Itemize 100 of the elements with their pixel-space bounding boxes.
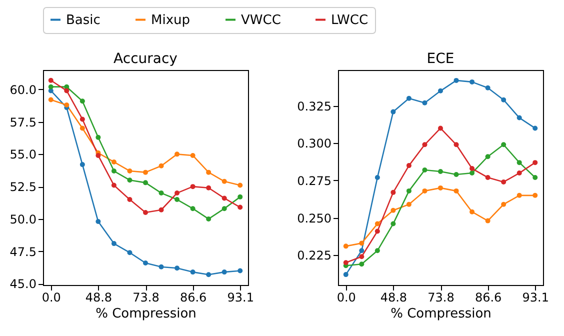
y-tick-label: 0.225 — [297, 248, 332, 263]
point — [501, 202, 506, 207]
legend-label: LWCC — [331, 12, 368, 28]
point — [143, 260, 148, 266]
x-tick-label: 86.6 — [474, 290, 502, 304]
x-tick-label: 48.8 — [380, 290, 408, 304]
point — [48, 78, 54, 83]
point — [222, 196, 227, 201]
point — [516, 170, 522, 176]
point — [143, 210, 148, 215]
point — [343, 272, 348, 278]
point — [158, 264, 164, 270]
point — [206, 272, 212, 278]
point — [422, 168, 428, 173]
point — [438, 169, 443, 174]
point — [343, 244, 348, 249]
point — [374, 228, 380, 234]
point — [190, 184, 196, 190]
point — [111, 241, 116, 246]
point — [48, 97, 54, 102]
point — [470, 79, 475, 84]
x-tick-label: 0.0 — [42, 290, 61, 304]
point — [206, 170, 212, 175]
point — [190, 270, 196, 275]
point — [454, 188, 459, 194]
point — [190, 206, 196, 212]
point — [64, 102, 70, 108]
point — [127, 168, 132, 174]
point — [222, 178, 227, 184]
point — [127, 250, 132, 256]
point — [158, 190, 164, 196]
point — [174, 266, 180, 271]
x-tick-label: 73.8 — [428, 290, 454, 304]
point — [238, 194, 243, 200]
legend-label: VWCC — [241, 12, 281, 28]
point — [222, 270, 227, 275]
point — [454, 172, 459, 178]
legend-label: Basic — [66, 12, 100, 28]
y-tick-label: 45.0 — [10, 277, 36, 292]
point — [374, 248, 380, 254]
point — [359, 240, 364, 246]
point — [206, 216, 212, 222]
y-tick-label: 0.300 — [297, 136, 332, 151]
point — [516, 192, 522, 198]
point — [48, 84, 54, 90]
point — [80, 98, 85, 104]
point — [143, 180, 148, 186]
x-tick-label: 86.6 — [180, 290, 207, 304]
point — [438, 185, 443, 190]
chart-title: Accuracy — [114, 51, 178, 67]
point — [501, 97, 506, 102]
point — [158, 207, 164, 212]
y-tick-label: 55.0 — [10, 148, 36, 162]
point — [190, 152, 196, 158]
point — [343, 260, 348, 266]
point — [485, 218, 490, 224]
point — [206, 185, 212, 190]
x-tick-label: 93.1 — [522, 290, 549, 304]
point — [422, 100, 428, 106]
point — [390, 109, 396, 114]
x-tick-label: 0.0 — [336, 290, 356, 304]
point — [359, 248, 364, 254]
point — [158, 163, 164, 168]
point — [127, 197, 132, 202]
point — [532, 126, 538, 131]
legend-label: Mixup — [151, 12, 190, 28]
point — [406, 163, 412, 168]
point — [485, 175, 490, 180]
point — [470, 166, 475, 172]
point — [238, 268, 243, 274]
point — [470, 209, 475, 214]
point — [374, 221, 380, 226]
point — [485, 85, 490, 90]
point — [422, 142, 428, 148]
point — [390, 208, 396, 213]
point — [454, 142, 459, 148]
point — [127, 178, 132, 183]
point — [454, 78, 459, 83]
point — [406, 96, 412, 101]
x-tick-label: 73.8 — [132, 290, 160, 304]
point — [111, 159, 116, 164]
point — [96, 134, 101, 140]
point — [438, 88, 443, 94]
point — [390, 221, 396, 226]
y-tick-label: 0.325 — [297, 99, 332, 114]
y-tick-label: 0.275 — [297, 174, 332, 188]
y-tick-label: 57.5 — [10, 115, 36, 130]
point — [174, 190, 180, 196]
point — [406, 202, 412, 207]
point — [532, 175, 538, 180]
point — [390, 190, 396, 195]
y-tick-label: 0.250 — [297, 211, 332, 226]
point — [80, 162, 85, 168]
x-tick-label: 93.1 — [227, 290, 254, 304]
point — [80, 126, 85, 131]
point — [64, 88, 70, 94]
point — [485, 154, 490, 160]
point — [222, 206, 227, 212]
point — [516, 160, 522, 166]
point — [238, 182, 243, 188]
